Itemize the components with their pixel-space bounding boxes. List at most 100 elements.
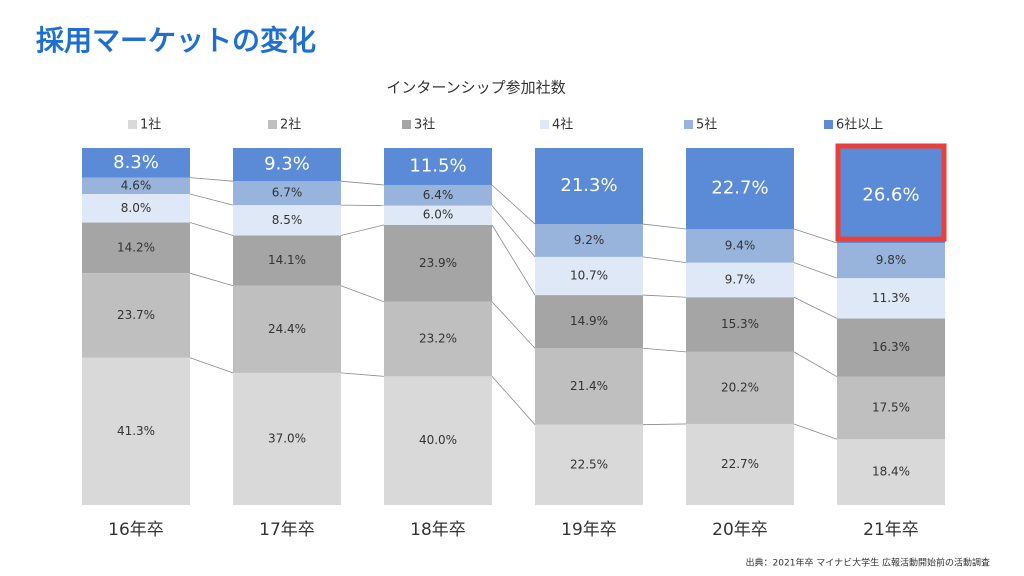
- connector: [793, 351, 838, 378]
- connector: [642, 423, 687, 426]
- data-label: 22.7%: [711, 178, 768, 199]
- data-label: 23.9%: [419, 256, 457, 270]
- bar-segment: [535, 148, 643, 225]
- data-label: 8.3%: [113, 152, 159, 173]
- bar-segment: [384, 224, 492, 302]
- bar-segment: [233, 372, 341, 505]
- data-label: 8.0%: [121, 201, 152, 215]
- chart-title: インターンシップ参加社数: [386, 79, 565, 97]
- bar-segment: [535, 348, 643, 425]
- bar-segment: [535, 224, 643, 257]
- connector: [340, 224, 385, 236]
- legend-swatch: [684, 120, 693, 129]
- bar-segment: [837, 243, 945, 279]
- data-label: 14.2%: [117, 240, 155, 254]
- connector: [793, 228, 838, 244]
- connector: [340, 285, 385, 303]
- bar-segment: [82, 357, 190, 505]
- connector: [642, 294, 687, 298]
- data-label: 9.4%: [725, 238, 756, 252]
- bar-segment: [686, 229, 794, 263]
- connector: [340, 372, 385, 377]
- connector: [189, 193, 234, 206]
- connector: [189, 177, 234, 182]
- bar-segment: [686, 423, 794, 505]
- legend-label: 2社: [280, 117, 301, 133]
- connector: [793, 262, 838, 279]
- data-label: 20.2%: [721, 380, 759, 394]
- data-label: 24.4%: [268, 322, 306, 336]
- bar-segment: [535, 256, 643, 296]
- data-label: 16.3%: [872, 340, 910, 354]
- data-label: 10.7%: [570, 268, 608, 282]
- bar-segment: [837, 439, 945, 505]
- x-tick-label: 19年卒: [561, 520, 617, 540]
- data-label: 18.4%: [872, 465, 910, 479]
- legend-label: 3社: [414, 117, 435, 133]
- bar-segment: [233, 148, 341, 182]
- connector: [340, 180, 385, 186]
- data-label: 9.7%: [725, 272, 756, 286]
- bar-segment: [535, 424, 643, 505]
- bar-segment: [384, 205, 492, 225]
- x-tick-label: 16年卒: [108, 520, 164, 540]
- bar-segment: [384, 376, 492, 505]
- legend-label: 6社以上: [836, 117, 883, 133]
- data-label: 21.3%: [560, 175, 617, 196]
- data-label: 6.4%: [423, 188, 454, 202]
- source-note: 出典：2021年卒 マイナビ大学生 広報活動開始前の活動調査: [746, 557, 990, 569]
- data-label: 8.5%: [272, 213, 303, 227]
- x-tick-label: 21年卒: [863, 520, 919, 540]
- connector: [642, 223, 687, 230]
- data-label: 22.5%: [570, 457, 608, 471]
- data-label: 6.0%: [423, 208, 454, 222]
- legend-label: 4社: [552, 117, 573, 133]
- legend-label: 5社: [696, 117, 717, 133]
- legend-label: 1社: [140, 117, 161, 133]
- bar-segment: [384, 184, 492, 206]
- legend-swatch: [824, 120, 833, 129]
- bar-segment: [837, 148, 945, 244]
- data-label: 40.0%: [419, 433, 457, 447]
- data-label: 9.8%: [876, 253, 907, 267]
- data-label: 15.3%: [721, 317, 759, 331]
- connector: [793, 296, 838, 319]
- bar-segment: [233, 205, 341, 236]
- bar-segment: [837, 376, 945, 440]
- bar-segment: [82, 177, 190, 195]
- bar-segment: [686, 297, 794, 352]
- data-label: 14.1%: [268, 253, 306, 267]
- data-label: 41.3%: [117, 424, 155, 438]
- highlight: [835, 143, 947, 242]
- bar-segment: [82, 148, 190, 178]
- bar-segment: [82, 194, 190, 223]
- connector: [491, 205, 536, 258]
- connector: [189, 222, 234, 236]
- bar-segment: [233, 181, 341, 206]
- connector: [793, 423, 838, 440]
- connector: [642, 347, 687, 353]
- x-tick-label: 20年卒: [712, 520, 768, 540]
- legend-swatch: [402, 120, 411, 129]
- data-label: 26.6%: [862, 185, 919, 206]
- data-label: 21.4%: [570, 379, 608, 393]
- data-label: 37.0%: [268, 431, 306, 445]
- data-label: 6.7%: [272, 186, 303, 200]
- bar-segment: [837, 278, 945, 319]
- bar-segment: [82, 222, 190, 274]
- bar-segment: [535, 295, 643, 349]
- bar-segment: [384, 301, 492, 377]
- data-label: 9.2%: [574, 233, 605, 247]
- connector: [491, 224, 536, 296]
- data-label: 4.6%: [121, 178, 152, 192]
- slide-title: 採用マーケットの変化: [36, 24, 316, 57]
- bar-segment: [233, 285, 341, 373]
- data-label: 14.9%: [570, 314, 608, 328]
- bar-segment: [686, 262, 794, 298]
- data-label: 23.2%: [419, 332, 457, 346]
- bar-segment: [837, 318, 945, 377]
- bar-segment: [233, 235, 341, 286]
- data-label: 11.5%: [409, 155, 466, 176]
- connector: [491, 301, 536, 349]
